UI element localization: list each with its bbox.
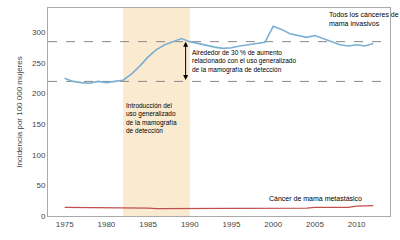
svg-text:1985: 1985 [139, 220, 157, 229]
svg-text:2000: 2000 [264, 220, 282, 229]
svg-text:1975: 1975 [56, 220, 74, 229]
svg-text:Todos los cánceres demama inva: Todos los cánceres demama invasivos [329, 11, 399, 27]
svg-text:300: 300 [32, 28, 46, 37]
svg-text:2010: 2010 [348, 220, 366, 229]
svg-text:50: 50 [36, 181, 45, 190]
svg-text:100: 100 [32, 151, 46, 160]
svg-text:150: 150 [32, 120, 46, 129]
svg-text:1990: 1990 [181, 220, 199, 229]
svg-text:2005: 2005 [306, 220, 324, 229]
svg-text:0: 0 [41, 212, 46, 221]
svg-text:200: 200 [32, 89, 46, 98]
svg-text:Incidencia por 100 000 mujeres: Incidencia por 100 000 mujeres [15, 56, 24, 168]
svg-text:Introducción deluso generaliza: Introducción deluso generalizadode la ma… [126, 102, 177, 134]
svg-text:1980: 1980 [97, 220, 115, 229]
svg-text:1995: 1995 [223, 220, 241, 229]
svg-text:Cáncer de mama metastásico: Cáncer de mama metastásico [269, 195, 362, 202]
svg-text:Alrededor de 30 % de aumentore: Alrededor de 30 % de aumentorelacionado … [192, 49, 296, 74]
svg-text:250: 250 [32, 59, 46, 68]
